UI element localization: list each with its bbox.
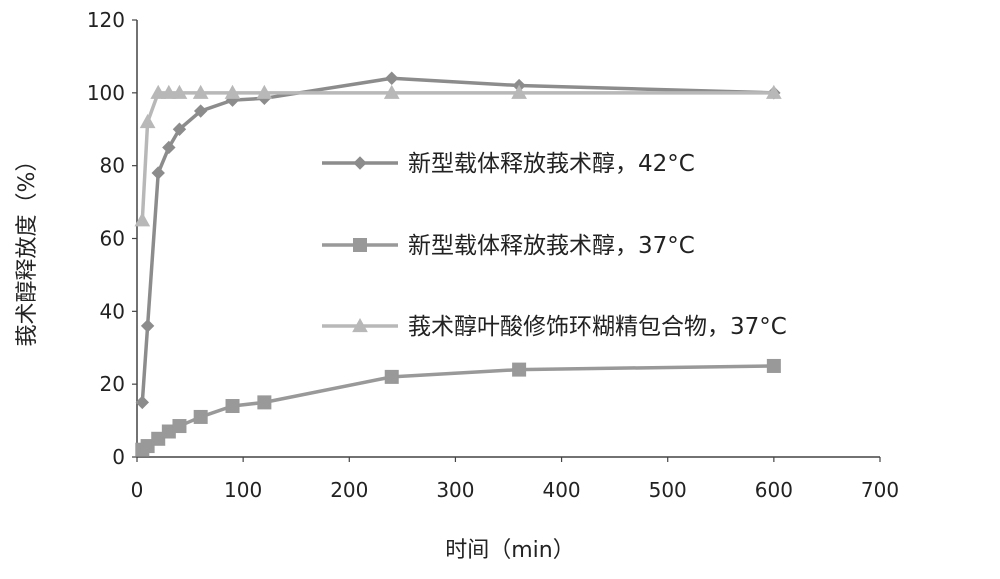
y-tick-label: 80 [100,154,125,178]
y-tick-label: 0 [112,445,125,469]
data-point [150,84,167,99]
series-3 [134,84,782,227]
y-tick-label: 60 [100,227,125,251]
data-point [140,319,155,333]
legend-entry: 新型载体释放莪术醇，42°C [322,151,695,177]
data-point [192,84,209,99]
legend-label: 新型载体释放莪术醇，37°C [408,233,695,259]
data-point [135,395,150,410]
data-point [383,84,400,99]
data-point [766,358,781,373]
legend-marker [352,317,368,333]
data-point [160,84,177,99]
y-tick-label: 120 [87,8,125,32]
x-tick-label: 400 [542,478,580,502]
data-point [225,399,240,414]
x-tick-label: 100 [224,478,262,502]
x-tick-label: 0 [131,478,144,502]
legend-label: 新型载体释放莪术醇，42°C [408,151,695,177]
x-tick-label: 300 [436,478,474,502]
x-tick-label: 200 [330,478,368,502]
x-tick-labels: 0 100 200 300 400 500 600 700 [131,457,899,502]
legend: 新型载体释放莪术醇，42°C 新型载体释放莪术醇，37°C 莪术醇叶酸修饰环糊精包合… [322,151,787,340]
data-point [193,104,208,118]
y-tick-label: 40 [100,299,125,323]
series-layer [134,71,782,457]
data-point [512,362,527,377]
y-tick-labels: 0 20 40 60 80 100 120 [87,8,137,469]
x-tick-label: 700 [861,478,899,502]
series-2 [135,358,781,457]
legend-marker [353,238,367,252]
data-point [151,431,166,446]
data-point [256,84,273,99]
data-point [151,166,165,180]
y-axis-title: 莪术醇释放度（%） [15,150,40,347]
data-point [134,212,151,227]
data-point [172,419,187,434]
data-point [172,122,187,136]
data-point [257,395,272,410]
data-point [511,84,527,99]
data-point [193,409,208,424]
data-point [384,369,399,384]
x-tick-label: 500 [649,478,687,502]
x-tick-label: 600 [755,478,793,502]
legend-entry: 莪术醇叶酸修饰环糊精包合物，37°C [322,314,787,340]
data-point [766,84,782,99]
data-point [171,84,188,99]
data-point [385,71,399,85]
y-tick-label: 100 [87,81,125,105]
data-point [140,439,155,454]
data-point [162,140,176,155]
data-point [139,113,156,129]
legend-marker [353,156,367,170]
y-tick-label: 20 [100,372,125,396]
legend-entry: 新型载体释放莪术醇，37°C [322,233,695,259]
data-point [224,84,241,99]
legend-label: 莪术醇叶酸修饰环糊精包合物，37°C [408,314,787,340]
x-axis-title: 时间（min） [445,538,575,563]
